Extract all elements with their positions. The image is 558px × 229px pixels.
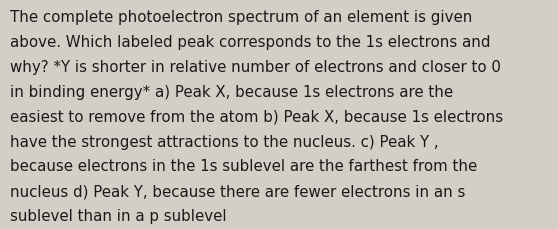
Text: sublevel than in a p sublevel: sublevel than in a p sublevel — [10, 208, 227, 223]
Text: why? *Y is shorter in relative number of electrons and closer to 0: why? *Y is shorter in relative number of… — [10, 60, 501, 75]
Text: above. Which labeled peak corresponds to the 1s electrons and: above. Which labeled peak corresponds to… — [10, 35, 490, 50]
Text: in binding energy* a) Peak X, because 1s electrons are the: in binding energy* a) Peak X, because 1s… — [10, 85, 453, 99]
Text: because electrons in the 1s sublevel are the farthest from the: because electrons in the 1s sublevel are… — [10, 159, 477, 174]
Text: easiest to remove from the atom b) Peak X, because 1s electrons: easiest to remove from the atom b) Peak … — [10, 109, 503, 124]
Text: have the strongest attractions to the nucleus. c) Peak Y ,: have the strongest attractions to the nu… — [10, 134, 439, 149]
Text: nucleus d) Peak Y, because there are fewer electrons in an s: nucleus d) Peak Y, because there are few… — [10, 183, 465, 198]
Text: The complete photoelectron spectrum of an element is given: The complete photoelectron spectrum of a… — [10, 10, 473, 25]
